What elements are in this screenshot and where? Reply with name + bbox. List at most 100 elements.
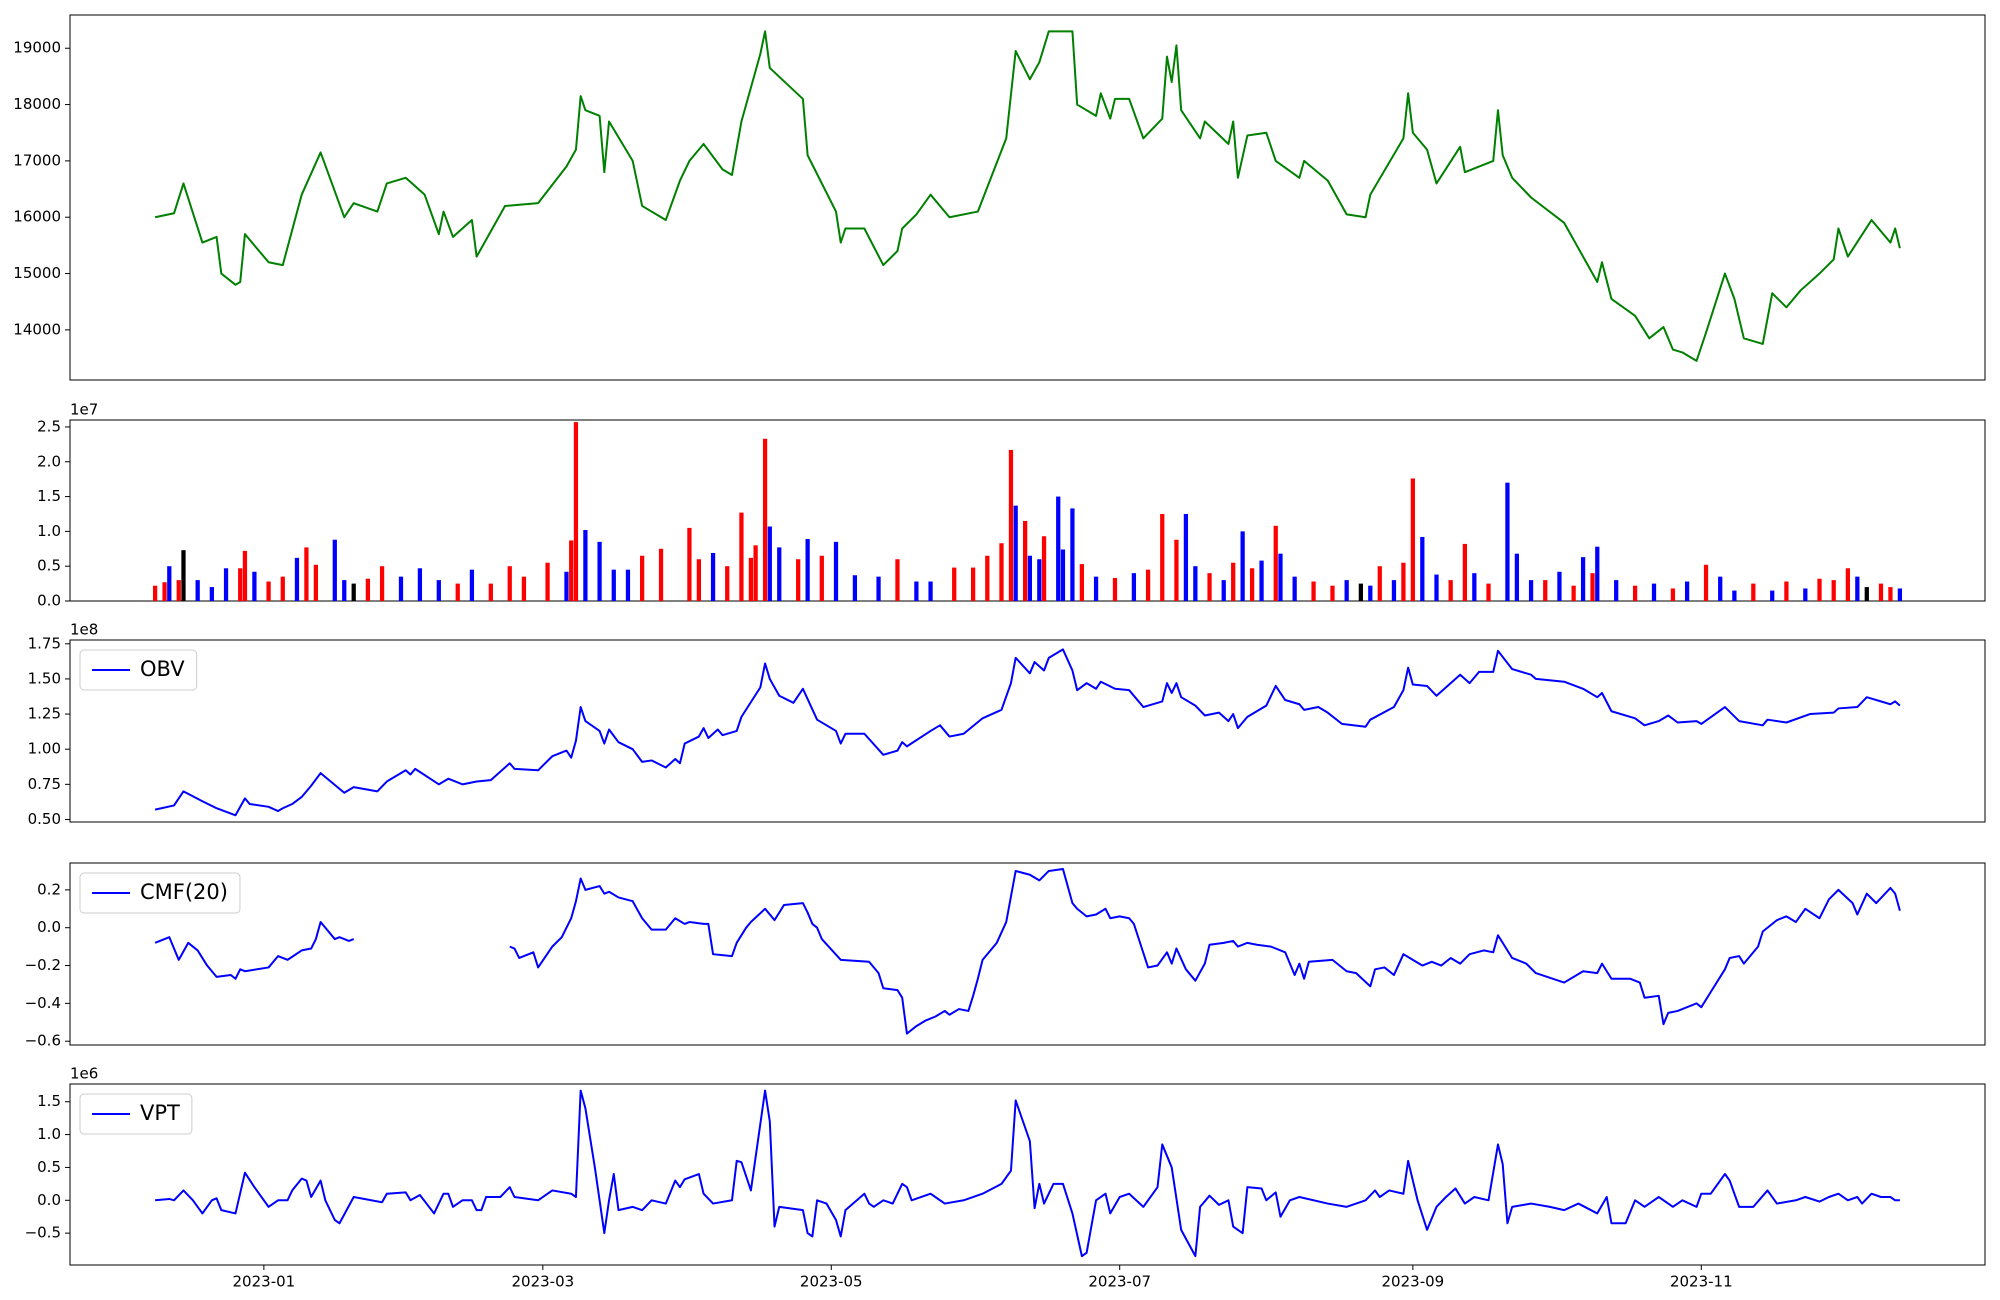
bar [1684,581,1690,601]
bar [1231,562,1236,601]
y-tick-label: 0.50 [28,810,61,828]
legend [79,872,241,914]
bar [762,438,768,601]
bar [398,576,404,601]
bar [436,580,441,601]
bar [999,543,1004,601]
bar [1462,543,1468,601]
x-tick-label: 2023-05 [800,1273,863,1291]
bar [507,566,512,601]
bar [223,568,229,601]
bar [1410,478,1415,601]
y-tick-label: 1.25 [28,705,61,723]
bar [1855,576,1860,601]
bar [1580,557,1586,601]
bar [545,562,550,601]
x-tick-label: 2023-01 [233,1273,296,1291]
bar [1732,590,1737,601]
bar [1027,555,1032,601]
x-tick-label: 2023-11 [1670,1273,1733,1291]
legend-text: CMF(20) [140,880,228,904]
bar [597,541,602,601]
bar [1703,564,1709,601]
y-tick-label: 1.0 [37,522,61,540]
bar [1486,583,1491,601]
bar [876,576,881,601]
bar [1344,580,1349,601]
bar [1221,580,1226,601]
bar [252,571,257,601]
bar [696,559,702,601]
bar [852,575,858,601]
bar [1420,536,1425,601]
bar [640,555,645,601]
bar [488,583,493,601]
bar [167,566,172,601]
bar [1614,580,1619,601]
bar [1174,539,1179,601]
bar [1131,573,1137,601]
axis-offset-label: 1e6 [70,1065,98,1083]
bar [1803,588,1808,601]
bar [238,568,243,601]
plot-frame [69,14,1986,381]
bar [181,550,186,601]
bar [895,559,900,601]
line [154,30,1901,362]
bar [280,576,285,601]
bar [1311,581,1316,601]
bar [1864,587,1869,601]
bar [928,581,933,601]
legend [79,1093,193,1135]
axis-offset-label: 1e8 [70,621,98,639]
bar [819,555,824,601]
bar [1013,505,1018,601]
bar [625,569,631,601]
bar [1093,576,1099,601]
x-tick-label: 2023-09 [1382,1273,1445,1291]
bar [1751,583,1756,601]
bar [1079,564,1085,601]
y-tick-label: 1.0 [37,1125,61,1143]
y-tick-label: 0.2 [37,880,61,898]
bar [970,567,976,601]
legend [79,649,198,691]
bar [833,541,839,601]
bar [1207,573,1212,601]
bar [1060,549,1066,601]
bar [209,587,214,601]
bar [294,557,300,601]
bar [1595,546,1600,601]
bar [564,571,569,601]
bar [1888,587,1893,601]
line [154,648,1901,817]
y-tick-label: 0.5 [37,557,61,575]
bar [1434,574,1439,601]
bar [1041,536,1047,601]
y-tick-label: −0.5 [25,1224,61,1242]
bar [1770,590,1775,601]
bar [304,547,309,601]
y-tick-label: 1.75 [28,634,61,652]
y-tick-label: 1.5 [37,487,61,505]
y-tick-label: −0.6 [25,1032,61,1050]
bar [1505,482,1510,601]
bar [469,569,475,601]
bar [1718,576,1723,601]
x-tick-label: 2023-07 [1088,1273,1151,1291]
bar [710,552,716,601]
bar [1273,525,1278,601]
bar [1278,553,1283,601]
y-tick-label: 18000 [13,95,61,113]
bar [985,555,990,601]
bar [455,583,460,601]
bar [1831,580,1836,601]
bar [1008,449,1014,601]
bar [952,567,957,601]
axis-offset-label: 1e7 [70,401,98,419]
bar [1528,580,1534,601]
bar [242,550,248,601]
